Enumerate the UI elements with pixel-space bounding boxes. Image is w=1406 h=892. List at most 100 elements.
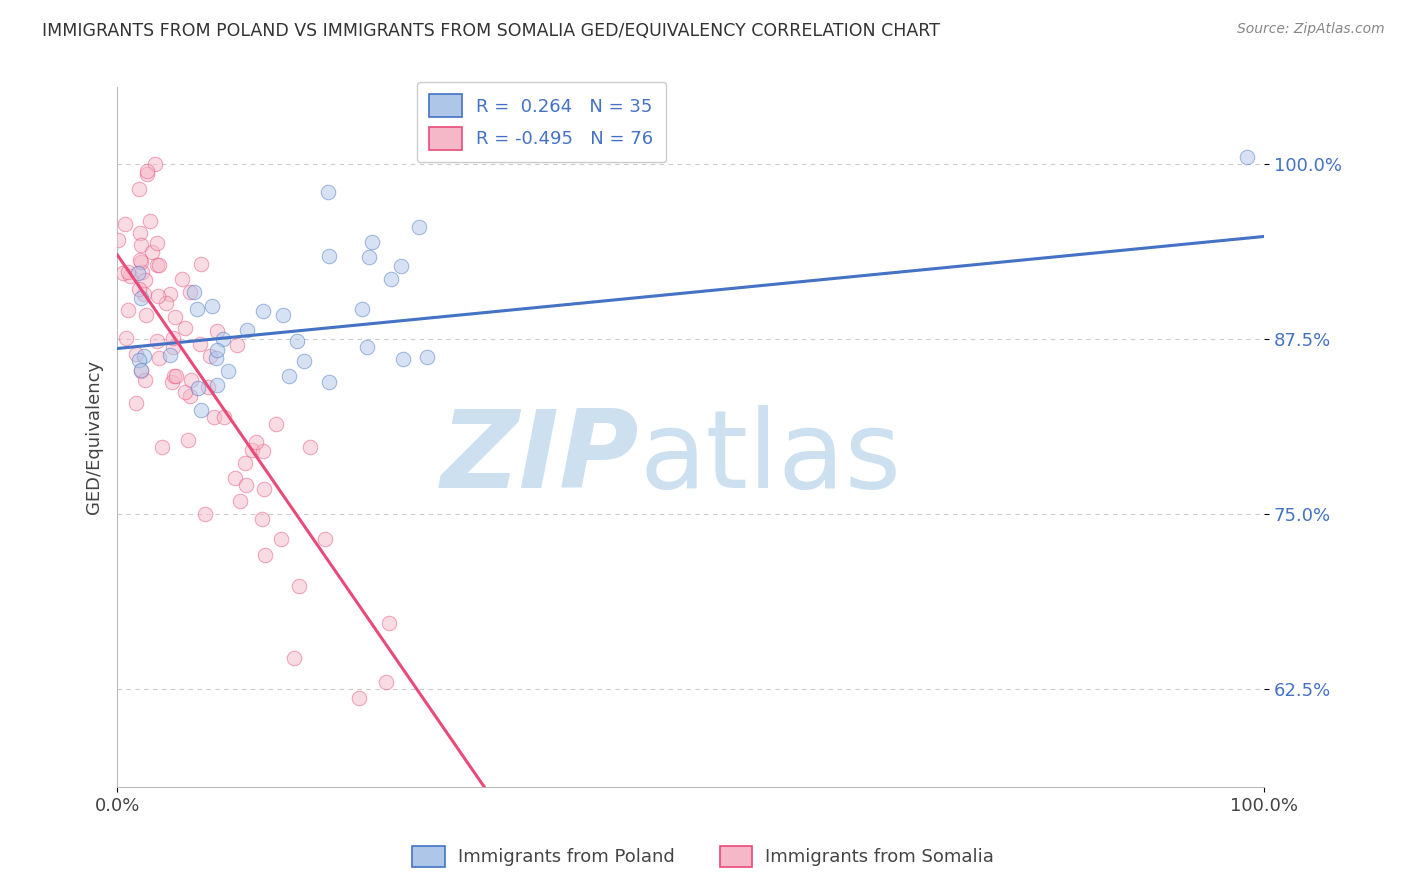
Point — [197, 380, 219, 394]
Point — [162, 340, 184, 354]
Point — [179, 285, 201, 300]
Point — [285, 334, 308, 348]
Point — [391, 352, 413, 367]
Point — [135, 308, 157, 322]
Point — [148, 258, 170, 272]
Point — [180, 373, 202, 387]
Point — [347, 691, 370, 706]
Point — [198, 349, 221, 363]
Point — [318, 186, 340, 200]
Point — [129, 364, 152, 378]
Point — [235, 323, 257, 337]
Legend: Immigrants from Poland, Immigrants from Somalia: Immigrants from Poland, Immigrants from … — [405, 838, 1001, 874]
Point — [139, 214, 162, 228]
Point — [389, 260, 412, 274]
Point — [288, 579, 311, 593]
Point — [115, 331, 138, 345]
Point — [212, 332, 235, 346]
Point — [129, 252, 152, 267]
Point — [190, 257, 212, 271]
Point — [155, 295, 177, 310]
Point — [253, 482, 276, 496]
Point — [1236, 150, 1258, 164]
Point — [318, 249, 340, 263]
Point — [128, 182, 150, 196]
Point — [148, 288, 170, 302]
Point — [162, 331, 184, 345]
Point — [375, 675, 398, 690]
Point — [240, 443, 263, 458]
Point — [356, 340, 378, 354]
Point — [129, 291, 152, 305]
Point — [162, 369, 184, 384]
Point — [117, 302, 139, 317]
Point — [129, 226, 152, 240]
Point — [292, 353, 315, 368]
Point — [252, 512, 274, 526]
Point — [252, 444, 274, 458]
Point — [111, 266, 134, 280]
Point — [148, 351, 170, 365]
Point — [359, 250, 381, 264]
Point — [125, 347, 148, 361]
Point — [179, 389, 201, 403]
Point — [128, 353, 150, 368]
Point — [125, 396, 148, 410]
Point — [177, 434, 200, 448]
Point — [360, 235, 382, 249]
Text: atlas: atlas — [638, 405, 901, 511]
Point — [146, 258, 169, 272]
Point — [131, 265, 153, 279]
Point — [270, 532, 292, 546]
Point — [146, 334, 169, 348]
Point — [408, 220, 430, 235]
Point — [165, 310, 187, 324]
Point — [416, 350, 439, 364]
Point — [160, 375, 183, 389]
Point — [128, 282, 150, 296]
Point — [165, 368, 187, 383]
Point — [245, 435, 267, 450]
Point — [264, 417, 287, 432]
Point — [136, 167, 159, 181]
Point — [141, 245, 163, 260]
Point — [225, 338, 247, 352]
Point — [217, 364, 239, 378]
Point — [134, 373, 156, 387]
Point — [212, 409, 235, 424]
Point — [159, 348, 181, 362]
Text: Source: ZipAtlas.com: Source: ZipAtlas.com — [1237, 22, 1385, 37]
Legend: R =  0.264   N = 35, R = -0.495   N = 76: R = 0.264 N = 35, R = -0.495 N = 76 — [416, 82, 666, 162]
Point — [252, 304, 274, 318]
Point — [117, 265, 139, 279]
Point — [159, 287, 181, 301]
Point — [173, 384, 195, 399]
Point — [187, 381, 209, 395]
Point — [183, 285, 205, 299]
Point — [229, 494, 252, 508]
Point — [224, 471, 246, 485]
Point — [235, 477, 257, 491]
Point — [380, 272, 402, 286]
Point — [129, 363, 152, 377]
Text: ZIP: ZIP — [440, 405, 638, 511]
Y-axis label: GED/Equivalency: GED/Equivalency — [86, 359, 103, 514]
Point — [277, 369, 299, 384]
Point — [129, 254, 152, 268]
Point — [173, 321, 195, 335]
Point — [283, 651, 305, 665]
Point — [134, 273, 156, 287]
Point — [132, 286, 155, 301]
Point — [350, 301, 373, 316]
Point — [150, 440, 173, 454]
Point — [132, 349, 155, 363]
Point — [136, 164, 159, 178]
Point — [201, 299, 224, 313]
Point — [314, 532, 336, 546]
Point — [233, 456, 256, 470]
Point — [205, 377, 228, 392]
Point — [190, 403, 212, 417]
Point — [271, 308, 294, 322]
Point — [207, 343, 229, 358]
Point — [378, 616, 401, 631]
